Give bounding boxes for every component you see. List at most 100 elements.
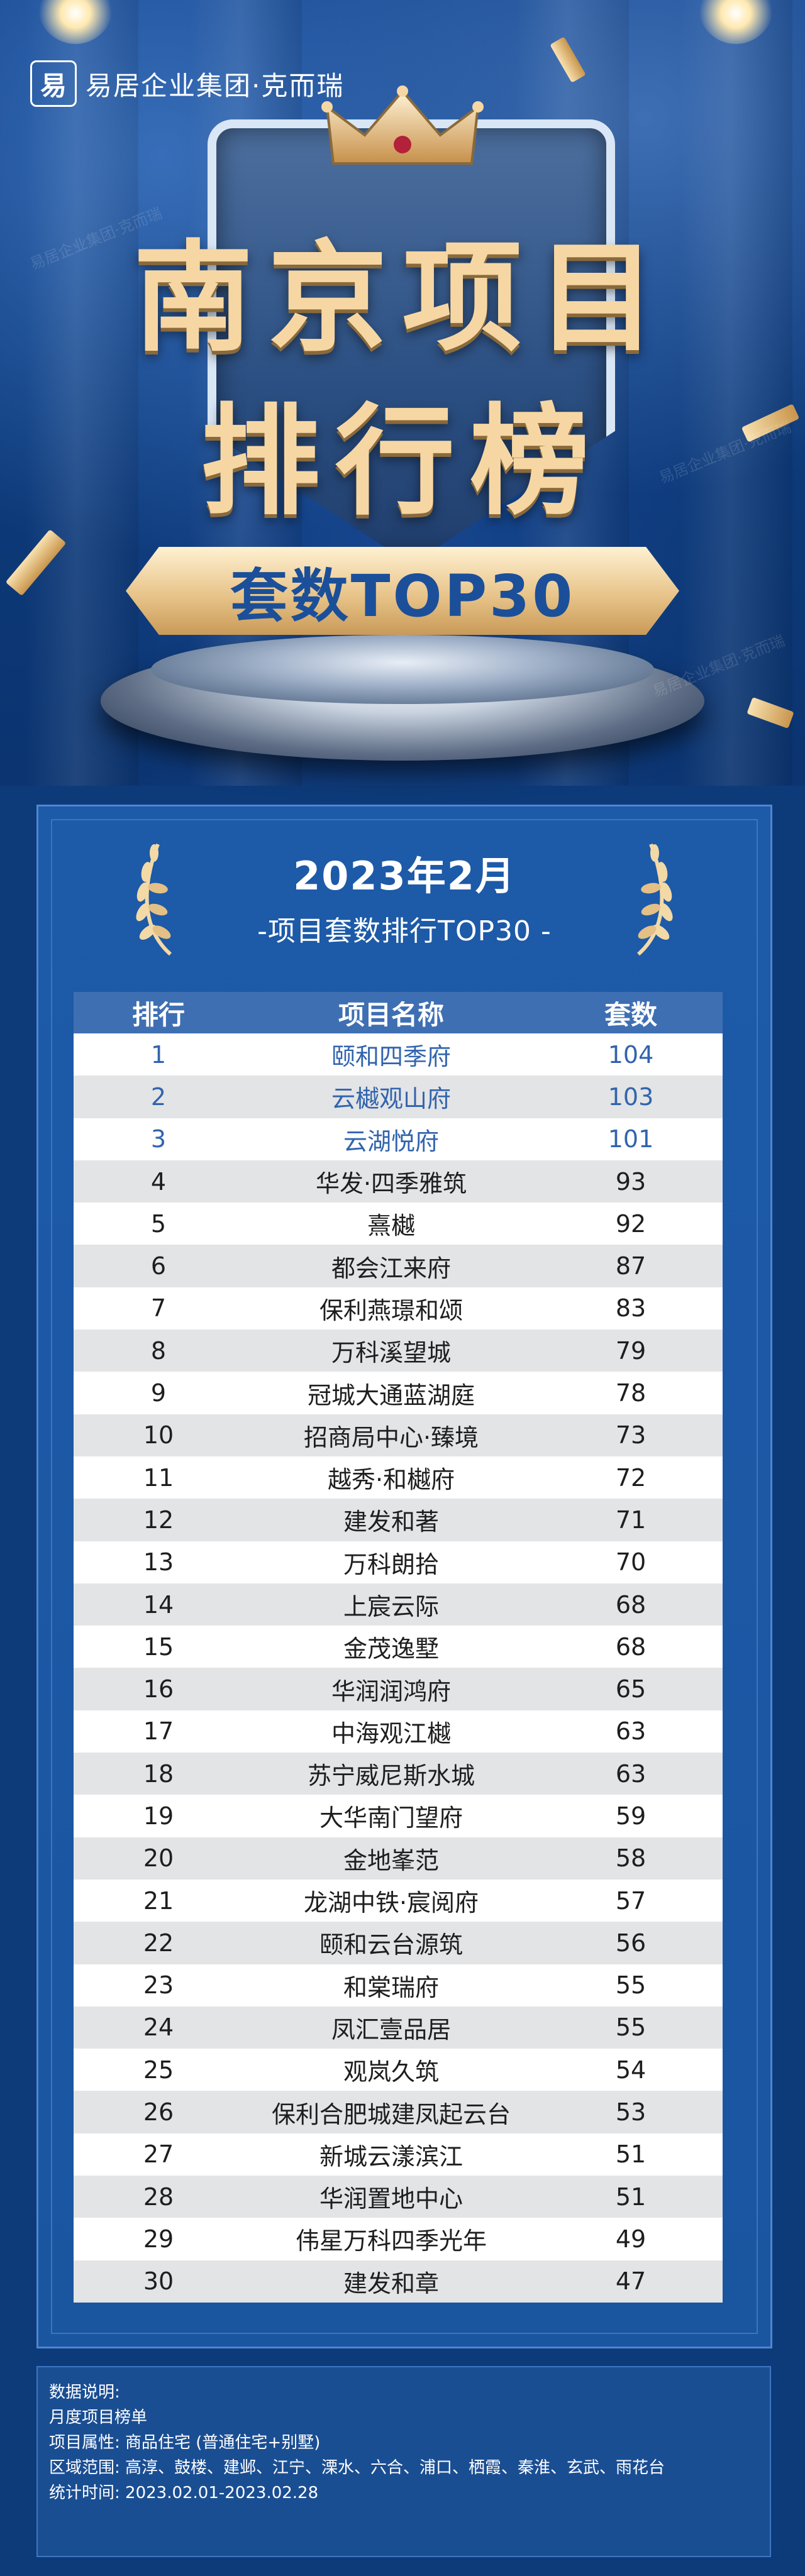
rank-cell: 11 (74, 1456, 243, 1499)
rank-cell: 12 (74, 1499, 243, 1541)
laurel-icon (136, 843, 172, 956)
rank-cell: 17 (74, 1710, 243, 1753)
table-row: 9 冠城大通蓝湖庭 78 (74, 1372, 723, 1414)
table-row: 1 颐和四季府 104 (74, 1033, 723, 1076)
table-row: 7 保利燕璟和颂 83 (74, 1287, 723, 1330)
rank-cell: 28 (74, 2176, 243, 2218)
units-cell: 63 (539, 1710, 723, 1753)
table-row: 6 都会江来府 87 (74, 1245, 723, 1287)
panel-date: 2023年2月 (293, 853, 516, 899)
table-row: 13 万科朗拾 70 (74, 1541, 723, 1583)
project-name-cell: 新城云漾滨江 (243, 2133, 539, 2176)
units-cell: 57 (539, 1879, 723, 1922)
units-cell: 63 (539, 1753, 723, 1795)
project-name-cell: 金茂逸墅 (243, 1626, 539, 1668)
project-name-cell: 和棠瑞府 (243, 1964, 539, 2006)
project-name-cell: 云樾观山府 (243, 1076, 539, 1118)
table-row: 19 大华南门望府 59 (74, 1795, 723, 1837)
units-cell: 73 (539, 1414, 723, 1456)
units-cell: 103 (539, 1076, 723, 1118)
rank-cell: 1 (74, 1033, 243, 1076)
units-cell: 49 (539, 2218, 723, 2260)
table-row: 8 万科溪望城 79 (74, 1329, 723, 1372)
table-row: 22 颐和云台源筑 56 (74, 1922, 723, 1964)
rank-cell: 3 (74, 1118, 243, 1160)
project-name-cell: 云湖悦府 (243, 1118, 539, 1160)
rank-cell: 25 (74, 2049, 243, 2091)
panel-subtitle: -项目套数排行TOP30 - (257, 915, 552, 947)
units-cell: 92 (539, 1203, 723, 1245)
brand-logo: 易 易居企业集团·克而瑞 (30, 60, 344, 107)
project-name-cell: 都会江来府 (243, 1245, 539, 1287)
hero-banner: 易 易居企业集团·克而瑞 南京项目 排行榜 套数TOP30 易居企业集团·克而瑞… (0, 0, 805, 786)
project-name-cell: 苏宁威尼斯水城 (243, 1753, 539, 1795)
rank-cell: 20 (74, 1837, 243, 1880)
hero-title-line2: 排行榜 (200, 392, 604, 531)
rank-cell: 23 (74, 1964, 243, 2006)
rank-cell: 14 (74, 1583, 243, 1626)
table-row: 17 中海观江樾 63 (74, 1710, 723, 1753)
units-cell: 93 (539, 1160, 723, 1203)
table-row: 28 华润置地中心 51 (74, 2176, 723, 2218)
table-row: 3 云湖悦府 101 (74, 1118, 723, 1160)
units-cell: 104 (539, 1033, 723, 1076)
curtain-fold (679, 0, 792, 786)
project-name-cell: 上宸云际 (243, 1583, 539, 1626)
rank-cell: 22 (74, 1922, 243, 1964)
rank-cell: 7 (74, 1287, 243, 1330)
table-row: 5 熹樾 92 (74, 1203, 723, 1245)
project-name-cell: 越秀·和樾府 (243, 1456, 539, 1499)
table-row: 27 新城云漾滨江 51 (74, 2133, 723, 2176)
table-row: 30 建发和章 47 (74, 2260, 723, 2303)
rank-cell: 2 (74, 1076, 243, 1118)
rank-cell: 19 (74, 1795, 243, 1837)
units-cell: 68 (539, 1583, 723, 1626)
rank-cell: 8 (74, 1329, 243, 1372)
project-name-cell: 保利合肥城建凤起云台 (243, 2091, 539, 2133)
units-cell: 59 (539, 1795, 723, 1837)
notes-heading: 数据说明: (49, 2383, 120, 2402)
project-name-cell: 建发和章 (243, 2260, 539, 2303)
project-name-cell: 凤汇壹品居 (243, 2006, 539, 2049)
units-cell: 51 (539, 2133, 723, 2176)
table-row: 20 金地峯范 58 (74, 1837, 723, 1880)
header-rank: 排行 (74, 992, 243, 1033)
project-name-cell: 观岚久筑 (243, 2049, 539, 2091)
rank-cell: 6 (74, 1245, 243, 1287)
rank-cell: 5 (74, 1203, 243, 1245)
table-row: 25 观岚久筑 54 (74, 2049, 723, 2091)
project-name-cell: 万科朗拾 (243, 1541, 539, 1583)
rank-cell: 13 (74, 1541, 243, 1583)
units-cell: 68 (539, 1626, 723, 1668)
units-cell: 70 (539, 1541, 723, 1583)
project-name-cell: 大华南门望府 (243, 1795, 539, 1837)
data-notes: 数据说明: 月度项目榜单 项目属性: 商品住宅 (普通住宅+别墅) 区域范围: … (36, 2366, 771, 2557)
table-row: 29 伟星万科四季光年 49 (74, 2218, 723, 2260)
rank-cell: 15 (74, 1626, 243, 1668)
rank-cell: 18 (74, 1753, 243, 1795)
units-cell: 56 (539, 1922, 723, 1964)
project-name-cell: 华润置地中心 (243, 2176, 539, 2218)
ranking-panel: 2023年2月 -项目套数排行TOP30 - 排行 项目名称 套数 1 颐和四季府… (36, 805, 772, 2348)
project-name-cell: 龙湖中铁·宸阅府 (243, 1879, 539, 1922)
header-units: 套数 (539, 992, 723, 1033)
rank-cell: 10 (74, 1414, 243, 1456)
table-header-row: 排行 项目名称 套数 (74, 992, 723, 1033)
pedestal-top (151, 635, 654, 704)
notes-line: 月度项目榜单 (49, 2408, 148, 2427)
units-cell: 55 (539, 1964, 723, 2006)
notes-line: 项目属性: 商品住宅 (普通住宅+别墅) (49, 2433, 321, 2452)
rank-cell: 27 (74, 2133, 243, 2176)
project-name-cell: 冠城大通蓝湖庭 (243, 1372, 539, 1414)
project-name-cell: 万科溪望城 (243, 1329, 539, 1372)
laurel-icon (637, 843, 673, 956)
project-name-cell: 金地峯范 (243, 1837, 539, 1880)
table-row: 10 招商局中心·臻境 73 (74, 1414, 723, 1456)
units-cell: 65 (539, 1668, 723, 1710)
project-name-cell: 熹樾 (243, 1203, 539, 1245)
units-cell: 78 (539, 1372, 723, 1414)
ranking-table: 排行 项目名称 套数 1 颐和四季府 104 2 云樾观山府 103 3 云湖悦府 101 4 华发… (74, 992, 723, 2303)
rank-cell: 26 (74, 2091, 243, 2133)
units-cell: 53 (539, 2091, 723, 2133)
project-name-cell: 招商局中心·臻境 (243, 1414, 539, 1456)
